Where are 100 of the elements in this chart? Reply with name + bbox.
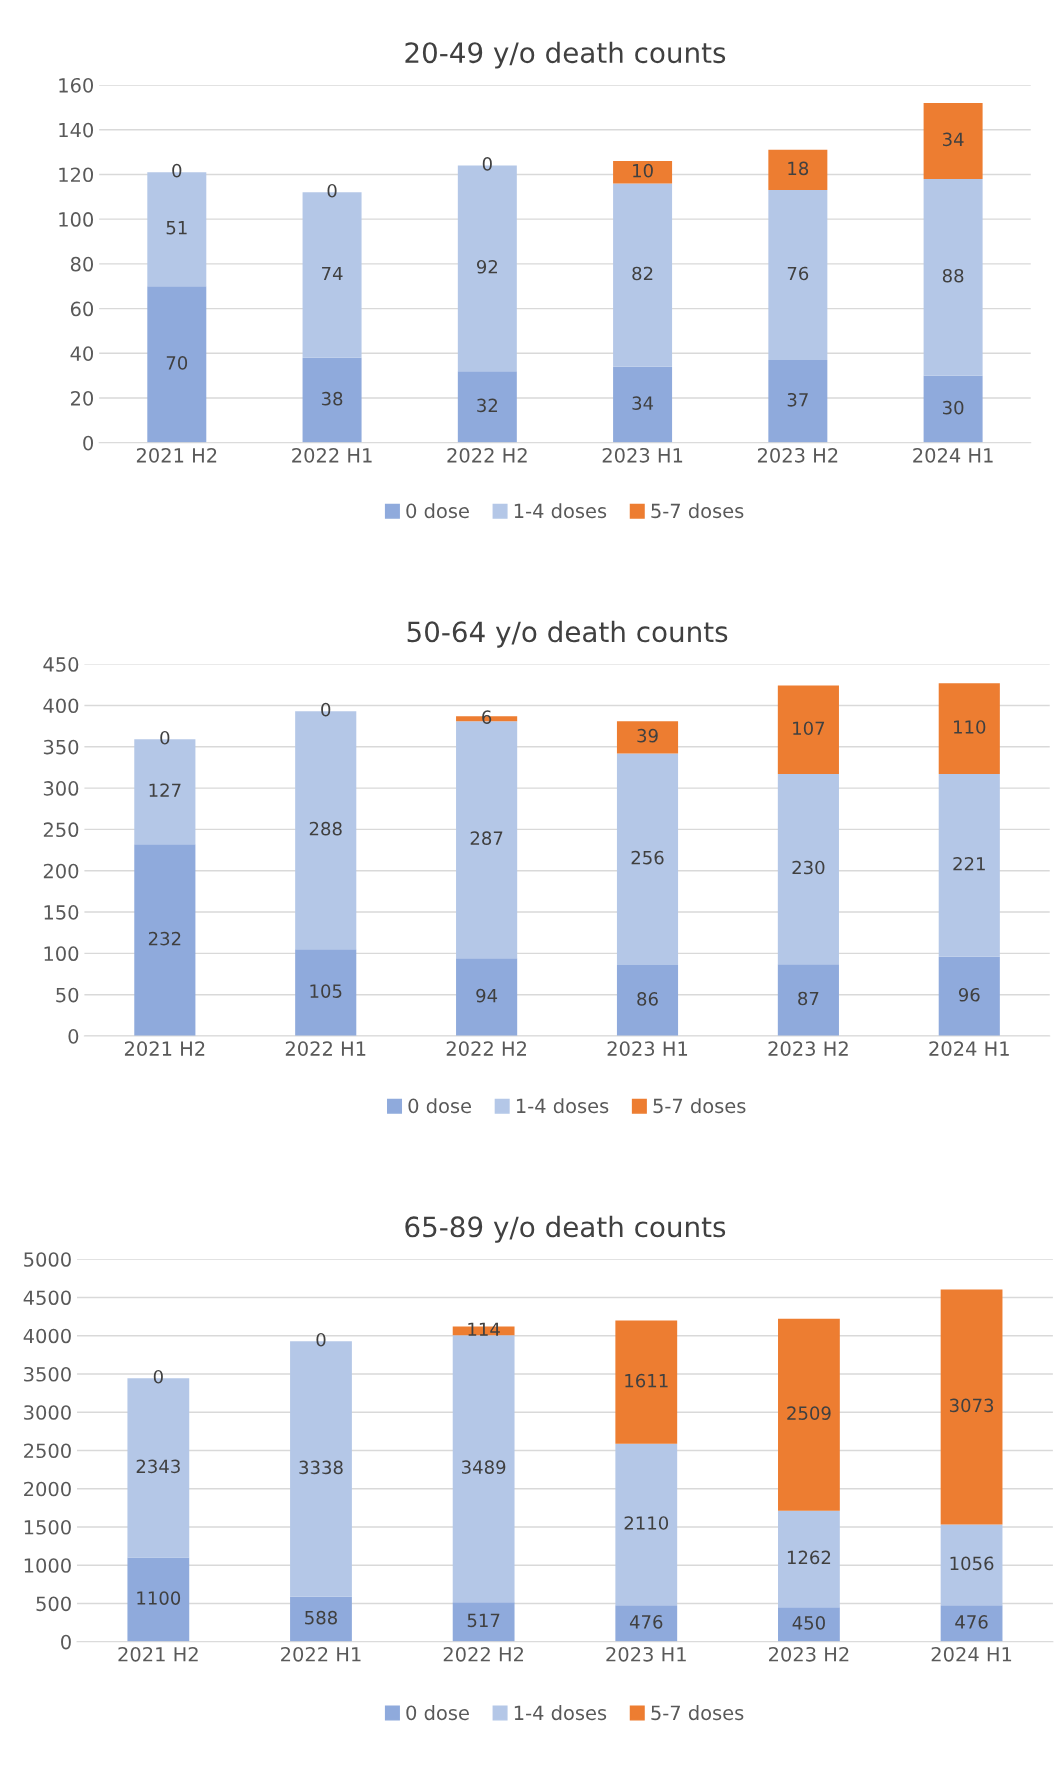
data-label: 32 bbox=[477, 398, 497, 413]
bar bbox=[302, 357, 362, 443]
bar bbox=[295, 949, 357, 1037]
data-label: 37 bbox=[787, 392, 808, 407]
legend-label: 5-7 doses bbox=[653, 1098, 746, 1114]
bar bbox=[938, 956, 1000, 1037]
bar bbox=[938, 774, 1000, 957]
x-tick-label: 2023 H2 bbox=[757, 447, 838, 463]
bar bbox=[940, 1605, 1003, 1642]
x-tick-label: 2022 H1 bbox=[292, 447, 372, 463]
y-tick-label: 300 bbox=[43, 781, 79, 796]
y-tick-label: 4000 bbox=[23, 1328, 71, 1344]
data-label: 105 bbox=[310, 984, 342, 998]
bar bbox=[768, 149, 828, 191]
data-label: 2110 bbox=[624, 1516, 669, 1530]
legend-label: 0 dose bbox=[406, 503, 469, 519]
y-tick-label: 400 bbox=[43, 698, 79, 714]
bar bbox=[616, 964, 679, 1037]
data-label: 107 bbox=[793, 721, 825, 736]
legend-label: 5-7 doses bbox=[651, 1705, 744, 1721]
data-label: 230 bbox=[792, 860, 825, 875]
data-label: 2509 bbox=[787, 1406, 831, 1420]
legend-label: 1-4 doses bbox=[516, 1098, 609, 1114]
x-tick-label: 2023 H2 bbox=[769, 1646, 849, 1662]
bar bbox=[457, 371, 517, 443]
bar bbox=[613, 183, 673, 367]
data-label: 0 bbox=[172, 163, 182, 178]
y-tick-label: 4500 bbox=[23, 1290, 71, 1306]
data-label: 1056 bbox=[950, 1556, 994, 1571]
data-label: 0 bbox=[327, 183, 337, 198]
data-label: 70 bbox=[166, 356, 188, 370]
data-label: 88 bbox=[942, 268, 964, 283]
bar bbox=[940, 1289, 1003, 1525]
x-tick-label: 2022 H1 bbox=[281, 1646, 361, 1662]
data-label: 110 bbox=[954, 720, 986, 734]
data-label: 39 bbox=[637, 728, 658, 743]
bar bbox=[768, 190, 828, 361]
data-label: 232 bbox=[148, 931, 181, 946]
bar bbox=[615, 1443, 678, 1606]
y-tick-label: 150 bbox=[44, 905, 79, 920]
data-label: 87 bbox=[798, 991, 819, 1006]
x-tick-label: 2021 H2 bbox=[124, 1041, 205, 1056]
data-label: 34 bbox=[632, 396, 654, 410]
data-label: 0 bbox=[316, 1332, 326, 1347]
y-tick-label: 1000 bbox=[24, 1558, 71, 1573]
y-tick-label: 160 bbox=[59, 77, 94, 93]
data-label: 0 bbox=[321, 702, 331, 717]
bar bbox=[290, 1596, 352, 1642]
y-tick-label: 500 bbox=[36, 1596, 71, 1612]
bar bbox=[778, 1318, 840, 1511]
data-label: 476 bbox=[629, 1615, 663, 1629]
data-label: 51 bbox=[166, 221, 187, 235]
data-label: 3489 bbox=[462, 1460, 506, 1474]
data-label: 0 bbox=[153, 1369, 163, 1384]
y-tick-label: 100 bbox=[44, 946, 79, 962]
bar bbox=[940, 1524, 1003, 1606]
x-tick-label: 2022 H2 bbox=[447, 447, 527, 463]
y-tick-label: 0 bbox=[68, 1028, 79, 1044]
bar bbox=[777, 774, 839, 965]
y-tick-label: 20 bbox=[70, 390, 94, 406]
y-tick-label: 250 bbox=[43, 822, 79, 838]
bar bbox=[923, 178, 983, 376]
data-label: 18 bbox=[788, 161, 809, 176]
y-tick-label: 2500 bbox=[24, 1443, 71, 1459]
bar bbox=[613, 366, 673, 443]
y-tick-label: 2000 bbox=[24, 1481, 71, 1497]
data-label: 96 bbox=[958, 987, 980, 1002]
y-tick-label: 120 bbox=[59, 167, 94, 183]
y-tick-label: 40 bbox=[70, 346, 94, 361]
chart-title: 20-49 y/o death counts bbox=[405, 41, 726, 69]
bar bbox=[615, 1605, 678, 1642]
y-tick-label: 350 bbox=[43, 739, 79, 755]
data-label: 74 bbox=[322, 266, 343, 281]
y-tick-label: 1500 bbox=[24, 1519, 71, 1535]
bar bbox=[616, 753, 679, 965]
y-tick-label: 3500 bbox=[24, 1366, 71, 1382]
bar bbox=[134, 844, 196, 1037]
data-label: 10 bbox=[633, 163, 653, 178]
data-label: 256 bbox=[631, 850, 664, 865]
x-tick-label: 2021 H2 bbox=[118, 1646, 198, 1662]
y-tick-label: 100 bbox=[59, 212, 94, 227]
y-tick-label: 200 bbox=[43, 863, 79, 879]
bar bbox=[147, 286, 207, 443]
data-label: 94 bbox=[476, 988, 498, 1003]
data-label: 476 bbox=[955, 1615, 988, 1629]
y-tick-label: 140 bbox=[59, 122, 94, 138]
y-tick-label: 0 bbox=[61, 1634, 71, 1650]
data-label: 588 bbox=[305, 1610, 337, 1625]
bar bbox=[615, 1320, 678, 1444]
y-tick-label: 0 bbox=[83, 435, 94, 451]
x-tick-label: 2024 H1 bbox=[929, 1041, 1009, 1056]
data-label: 288 bbox=[309, 821, 342, 836]
x-tick-label: 2021 H2 bbox=[136, 447, 217, 463]
legend-label: 1-4 doses bbox=[514, 1705, 607, 1721]
x-tick-label: 2022 H2 bbox=[446, 1041, 526, 1056]
bar bbox=[923, 102, 983, 179]
bar bbox=[616, 721, 679, 754]
data-label: 127 bbox=[149, 783, 181, 797]
y-tick-label: 3000 bbox=[24, 1405, 71, 1420]
x-tick-label: 2024 H1 bbox=[931, 1646, 1012, 1662]
